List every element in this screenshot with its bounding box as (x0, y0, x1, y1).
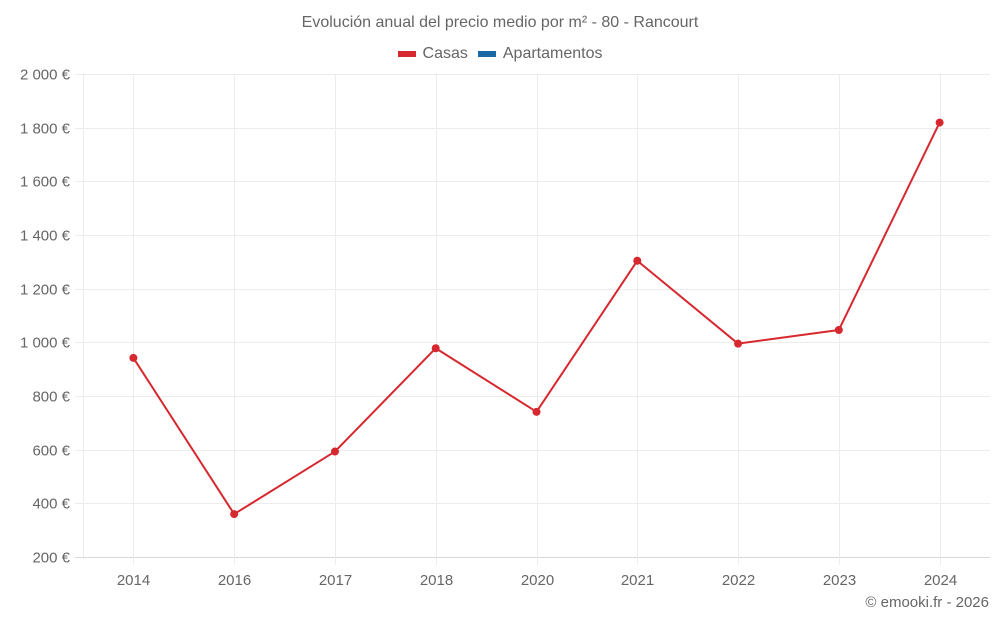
y-tick-label: 200 € (32, 550, 70, 567)
x-tick-label: 2017 (319, 572, 352, 589)
data-point[interactable] (129, 353, 138, 362)
x-axis: 2014 2016 2017 2018 2020 2021 2022 2023 2024 (117, 572, 957, 589)
data-point[interactable] (532, 407, 541, 416)
data-point[interactable] (935, 118, 944, 127)
y-axis: 200 € 400 € 600 € 800 € 1 000 € 1 200 € 1 400 … (20, 67, 71, 567)
data-point[interactable] (834, 325, 843, 334)
y-tick-label: 2 000 € (20, 67, 71, 84)
y-tick-label: 600 € (32, 443, 70, 460)
data-point[interactable] (330, 447, 339, 456)
legend-label-apartamentos: Apartamentos (502, 45, 603, 62)
legend-swatch-casas (397, 51, 416, 57)
x-tick-label: 2023 (823, 572, 856, 589)
legend-label-casas: Casas (422, 45, 468, 62)
credit-text: © emooki.fr - 2026 (865, 594, 989, 611)
legend-swatch-apartamentos (477, 51, 496, 57)
y-tick-label: 1 800 € (20, 121, 71, 138)
data-point[interactable] (431, 344, 440, 353)
y-tick-label: 1 200 € (20, 282, 71, 299)
x-tick-label: 2016 (218, 572, 251, 589)
data-point[interactable] (633, 256, 642, 265)
y-tick-label: 1 400 € (20, 228, 71, 245)
series-casas (129, 118, 944, 519)
x-tick-label: 2024 (924, 572, 957, 589)
data-point[interactable] (230, 510, 239, 519)
y-tick-label: 1 000 € (20, 335, 71, 352)
legend-item-apartamentos[interactable]: Apartamentos (477, 45, 603, 63)
data-point[interactable] (734, 339, 743, 348)
x-tick-label: 2018 (420, 572, 453, 589)
chart-title: Evolución anual del precio medio por m² … (301, 14, 699, 31)
y-tick-label: 800 € (32, 389, 70, 406)
legend-item-casas[interactable]: Casas (397, 45, 468, 63)
y-tick-label: 1 600 € (20, 174, 71, 191)
grid-lines (75, 74, 990, 565)
x-tick-label: 2014 (117, 572, 150, 589)
y-tick-label: 400 € (32, 496, 70, 513)
x-tick-label: 2021 (621, 572, 654, 589)
x-tick-label: 2022 (722, 572, 755, 589)
x-tick-label: 2020 (521, 572, 554, 589)
legend: Casas Apartamentos (0, 45, 1000, 63)
